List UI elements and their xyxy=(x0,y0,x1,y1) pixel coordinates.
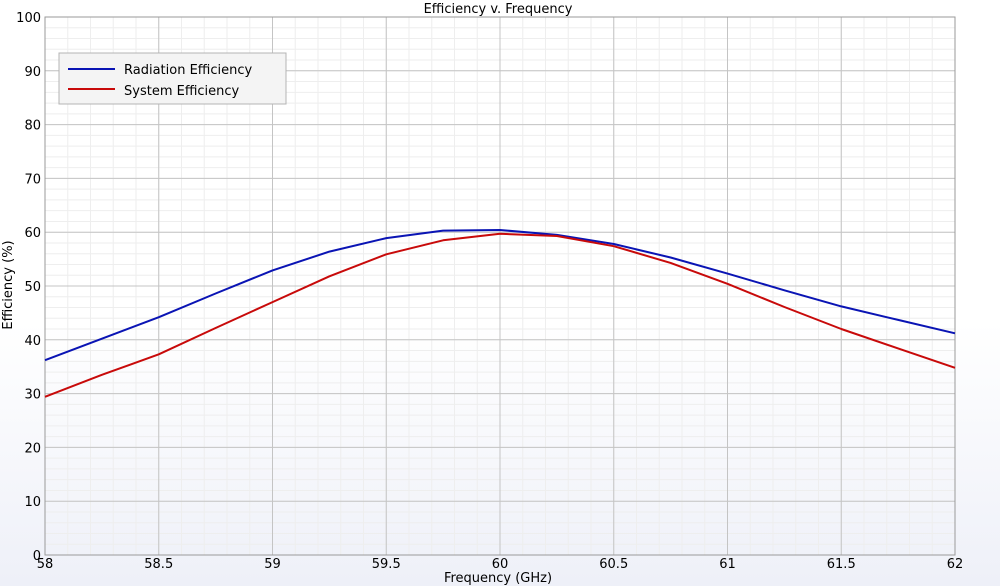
y-tick-label: 20 xyxy=(24,441,41,456)
y-tick-label: 100 xyxy=(16,11,41,26)
y-tick-label: 0 xyxy=(33,549,41,564)
y-tick-label: 70 xyxy=(24,172,41,187)
y-tick-label: 50 xyxy=(24,280,41,295)
legend-label-radiation-efficiency: Radiation Efficiency xyxy=(124,63,253,78)
y-tick-label: 30 xyxy=(24,388,41,403)
x-axis-label: Frequency (GHz) xyxy=(444,571,552,586)
x-tick-label: 60.5 xyxy=(599,557,628,572)
series-line-radiation-efficiency xyxy=(44,229,956,362)
x-tick-label: 61 xyxy=(719,557,736,572)
series-line-system-efficiency xyxy=(44,232,956,398)
legend-box xyxy=(58,52,287,105)
x-tick-label: 58 xyxy=(37,557,54,572)
tick-labels: 58 58.5 59 59.5 60 60.5 61 61.5 62 0 10 20 30 40 50 60 7… xyxy=(16,11,963,572)
series-layer xyxy=(44,229,956,398)
x-tick-label: 62 xyxy=(947,557,964,572)
x-tick-label: 58.5 xyxy=(144,557,173,572)
y-axis-label: Efficiency (%) xyxy=(1,240,16,329)
x-tick-label: 61.5 xyxy=(827,557,856,572)
y-tick-label: 10 xyxy=(24,495,41,510)
y-tick-label: 60 xyxy=(24,226,41,241)
x-tick-label: 59 xyxy=(264,557,281,572)
y-tick-label: 90 xyxy=(24,65,41,80)
y-tick-label: 40 xyxy=(24,334,41,349)
legend-label-system-efficiency: System Efficiency xyxy=(124,84,240,99)
plot-frame xyxy=(44,16,956,556)
x-tick-label: 59.5 xyxy=(372,557,401,572)
legend: Radiation Efficiency System Efficiency xyxy=(58,52,287,105)
y-tick-label: 80 xyxy=(24,119,41,134)
x-tick-label: 60 xyxy=(492,557,509,572)
chart-title: Efficiency v. Frequency xyxy=(424,2,573,17)
